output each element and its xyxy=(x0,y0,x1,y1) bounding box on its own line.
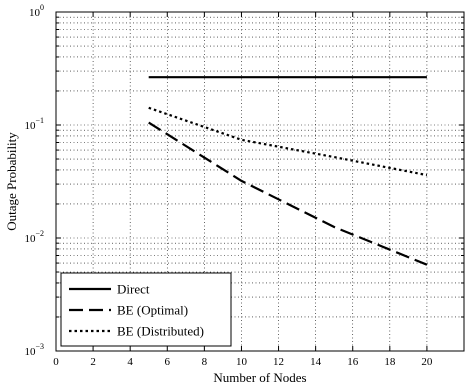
legend-entry: Direct xyxy=(117,282,150,297)
x-tick-label: 2 xyxy=(90,356,96,368)
grid xyxy=(56,12,465,351)
axis-ticks: 0 2 4 6 8 10 12 14 16 18 20 10−3 10−2 10−1 100 xyxy=(24,3,464,368)
x-tick-label: 18 xyxy=(384,356,396,368)
x-tick-label: 10 xyxy=(236,356,248,368)
y-tick-label: 10−1 xyxy=(24,116,44,132)
x-tick-label: 6 xyxy=(165,356,171,368)
x-tick-label: 20 xyxy=(421,356,433,368)
x-tick-label: 14 xyxy=(310,356,322,368)
legend-entry: BE (Distributed) xyxy=(117,324,204,339)
y-tick-label: 100 xyxy=(29,3,44,19)
plot-frame xyxy=(55,11,465,352)
series-lines xyxy=(148,76,428,266)
x-tick-label: 12 xyxy=(273,356,284,368)
x-axis-label: Number of Nodes xyxy=(213,370,306,385)
x-tick-label: 0 xyxy=(53,356,59,368)
x-tick-label: 16 xyxy=(347,356,359,368)
y-axis-label: Outage Probability xyxy=(4,132,19,231)
y-tick-label: 10−2 xyxy=(24,229,44,245)
series-line-1 xyxy=(148,121,428,266)
legend-entry: BE (Optimal) xyxy=(117,303,188,318)
x-tick-label: 4 xyxy=(127,356,133,368)
legend: Direct BE (Optimal) BE (Distributed) xyxy=(60,272,232,347)
series-line-2 xyxy=(148,106,428,177)
x-tick-label: 8 xyxy=(202,356,208,368)
y-tick-label: 10−3 xyxy=(24,342,44,358)
